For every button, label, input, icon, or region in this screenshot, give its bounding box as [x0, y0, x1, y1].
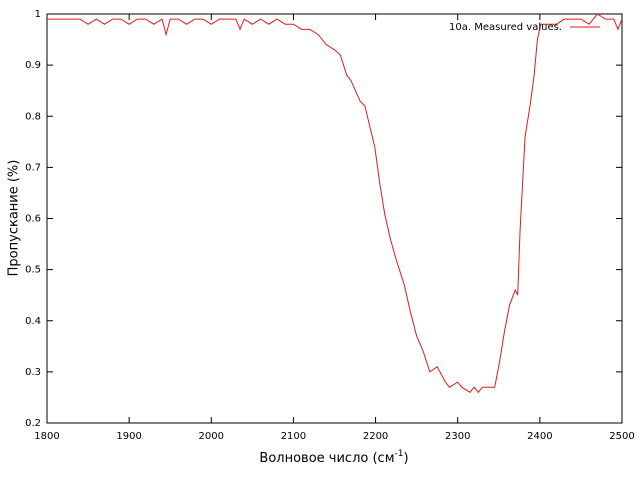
y-tick-label: 0.7 [25, 162, 41, 173]
x-tick-label: 2300 [445, 431, 470, 442]
x-tick-label: 2500 [609, 431, 634, 442]
x-tick-label: 2200 [363, 431, 388, 442]
legend-label: 10a. Measured values. [449, 22, 562, 33]
y-tick-label: 0.8 [25, 111, 41, 122]
y-tick-label: 0.9 [25, 60, 41, 71]
x-tick-label: 1800 [34, 431, 59, 442]
x-tick-label: 2000 [199, 431, 224, 442]
y-tick-label: 0.6 [25, 214, 41, 225]
y-axis-label: Пропускание (%) [7, 160, 22, 277]
data-line [47, 13, 623, 394]
y-tick-label: 1 [35, 9, 41, 20]
y-tick-label: 0.2 [25, 418, 41, 429]
x-tick-label: 2400 [527, 431, 552, 442]
x-label-suffix: ) [403, 451, 408, 466]
x-tick-label: 2100 [281, 431, 306, 442]
y-tick-label: 0.5 [25, 265, 41, 276]
y-tick-label: 0.3 [25, 367, 41, 378]
plot-border [46, 13, 623, 424]
y-tick-label: 0.4 [25, 316, 41, 327]
x-axis-label: Волновое число (см-1) [259, 449, 408, 466]
x-label-superscript: -1 [395, 449, 404, 459]
x-label-text: Волновое число (см [259, 451, 394, 466]
x-tick-label: 1900 [116, 431, 141, 442]
